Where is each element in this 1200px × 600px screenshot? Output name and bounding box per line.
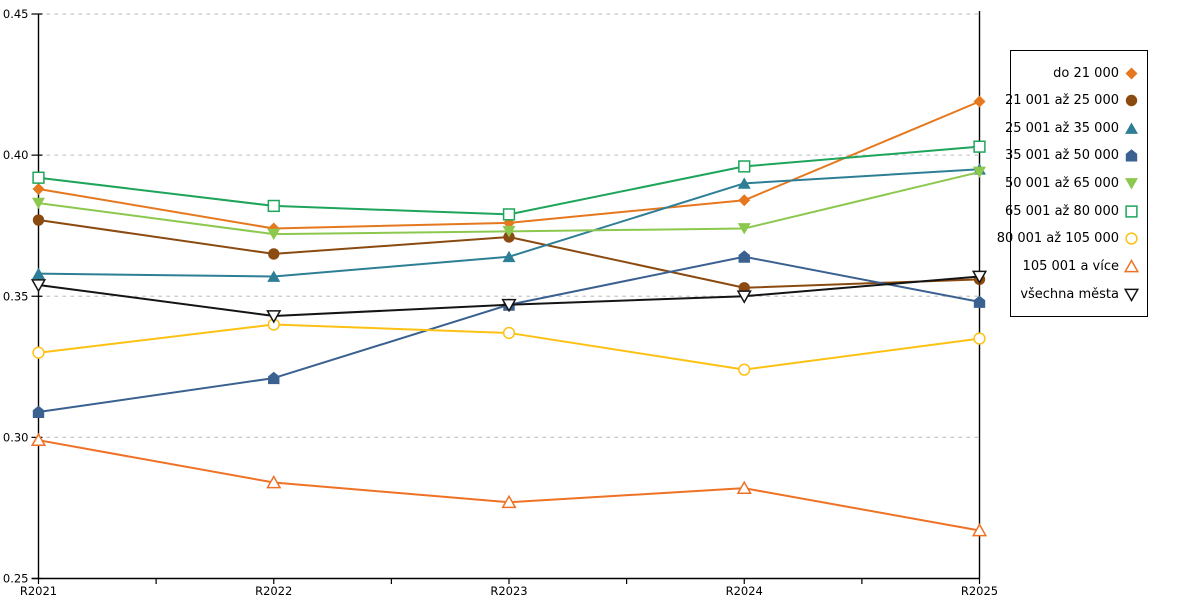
legend-marker-35-001-az-50-000 [1125,149,1138,162]
marker-25-001-az-35-000-R2022 [267,270,281,282]
triangle-up-open-icon [1124,258,1139,273]
marker-25-001-az-35-000-R2021 [32,267,45,280]
diamond-filled-icon [1125,67,1138,79]
marker-35-001-az-50-000-R2022 [268,371,280,385]
marker-105-001-a-vice-R2022 [266,475,282,489]
series-line-65-001-az-80-000 [38,145,980,216]
legend-item-25-001-az-35-000: 25 001 až 35 000 [1005,115,1139,141]
x-tick-label-r2022: R2022 [255,584,292,598]
x-tick-label-r2024: R2024 [726,584,763,598]
legend-marker-do-21-000 [1125,67,1138,79]
marker-105-001-a-vice-R2024 [736,480,752,495]
marker-65-001-az-80-000-R2022 [267,199,280,213]
series-105-001-a-vice [30,432,988,537]
marker-35-001-az-50-000-R2021 [32,405,45,418]
marker-65-001-az-80-000-R2024 [738,160,751,173]
marker-25-001-az-35-000-R2024 [737,177,751,189]
marker-35-001-az-50-000-R2024 [738,250,750,263]
marker-vsechna-mesta-R2021 [30,279,47,293]
marker-105-001-a-vice-R2025 [971,522,988,537]
triangle-up-filled-icon [1125,122,1138,134]
marker-50-001-az-65-000-R2021 [32,197,45,210]
marker-50-001-az-65-000-R2025 [973,166,986,179]
marker-21-001-az-25-000-R2021 [32,214,45,226]
marker-21-001-az-25-000-R2022 [268,248,280,260]
legend-label-21-001-az-25-000: 21 001 až 25 000 [1004,93,1119,109]
x-tick-label-r2025: R2025 [961,584,998,598]
triangle-down-filled-icon [1125,178,1138,190]
circle-filled-icon [1125,94,1138,107]
y-tick-label-0.40: 0.40 [3,148,29,162]
legend-label-35-001-az-50-000: 35 001 až 50 000 [1004,148,1119,164]
series-50-001-az-65-000 [32,166,986,241]
marker-80-001-az-105-000-R2021 [32,346,45,359]
series-vsechna-mesta [30,270,988,324]
legend-label-vsechna-mesta: všechna města [1020,286,1119,302]
series-line-105-001-a-vice [38,439,980,532]
legend-item-80-001-az-105-000: 80 001 až 105 000 [997,226,1139,252]
marker-do-21-000-R2024 [738,194,751,207]
marker-65-001-az-80-000-R2023 [502,208,516,221]
marker-vsechna-mesta-R2024 [736,290,752,304]
legend: do 21 000 21 001 až 25 000 25 001 až 35 00… [997,50,1148,317]
y-tick-label-0.30: 0.30 [3,430,29,444]
x-tick-label-r2021: R2021 [20,584,57,598]
marker-80-001-az-105-000-R2023 [502,326,516,340]
marker-105-001-a-vice-R2023 [501,494,517,509]
legend-label-105-001-a-vice: 105 001 a více [1022,258,1119,274]
series-80-001-az-105-000 [32,318,986,376]
legend-marker-vsechna-mesta [1124,288,1139,302]
square-open-icon [1125,204,1138,218]
legend-label-25-001-az-35-000: 25 001 až 35 000 [1004,120,1119,136]
marker-105-001-a-vice-R2021 [30,432,47,447]
legend-marker-50-001-az-65-000 [1125,178,1138,190]
legend-marker-80-001-az-105-000 [1125,232,1138,245]
legend-item-21-001-az-25-000: 21 001 až 25 000 [1005,88,1139,114]
marker-50-001-az-65-000-R2024 [737,223,751,235]
marker-25-001-az-35-000-R2023 [502,250,516,263]
marker-35-001-az-50-000-R2025 [973,295,986,308]
circle-open-icon [1125,232,1138,245]
marker-vsechna-mesta-R2025 [971,270,988,285]
legend-item-50-001-az-65-000: 50 001 až 65 000 [1005,171,1139,197]
legend-label-80-001-az-105-000: 80 001 až 105 000 [996,231,1119,247]
legend-marker-105-001-a-vice [1124,258,1139,273]
x-tick-label-r2023: R2023 [490,584,527,598]
y-tick-label-0.25: 0.25 [3,572,29,586]
pentagon-filled-icon [1125,149,1138,162]
legend-item-vsechna-mesta: všechna města [1017,281,1139,307]
legend-marker-21-001-az-25-000 [1125,94,1138,107]
legend-item-35-001-az-50-000: 35 001 až 50 000 [1005,143,1139,169]
legend-label-65-001-az-80-000: 65 001 až 80 000 [1004,203,1119,219]
marker-do-21-000-R2021 [32,182,45,195]
marker-65-001-az-80-000-R2025 [973,140,986,153]
legend-item-105-001-a-vice: 105 001 a více [1017,253,1139,279]
y-tick-label-0.45: 0.45 [3,7,29,21]
marker-80-001-az-105-000-R2025 [973,332,986,345]
series-65-001-az-80-000 [32,140,986,221]
legend-item-65-001-az-80-000: 65 001 až 80 000 [1005,198,1139,224]
legend-marker-65-001-az-80-000 [1125,204,1138,218]
marker-65-001-az-80-000-R2021 [32,171,45,184]
marker-80-001-az-105-000-R2024 [738,363,751,376]
legend-label-do-21-000: do 21 000 [1053,65,1119,81]
triangle-down-open-icon [1124,288,1139,302]
y-tick-label-0.35: 0.35 [3,289,29,303]
legend-marker-25-001-az-35-000 [1125,122,1138,134]
marker-50-001-az-65-000-R2022 [267,228,281,241]
marker-vsechna-mesta-R2022 [266,310,282,324]
legend-item-do-21-000: do 21 000 [1017,60,1139,86]
marker-vsechna-mesta-R2023 [501,298,517,313]
marker-50-001-az-65-000-R2023 [502,225,516,238]
marker-do-21-000-R2025 [973,95,986,108]
legend-label-50-001-az-65-000: 50 001 až 65 000 [1004,176,1119,191]
